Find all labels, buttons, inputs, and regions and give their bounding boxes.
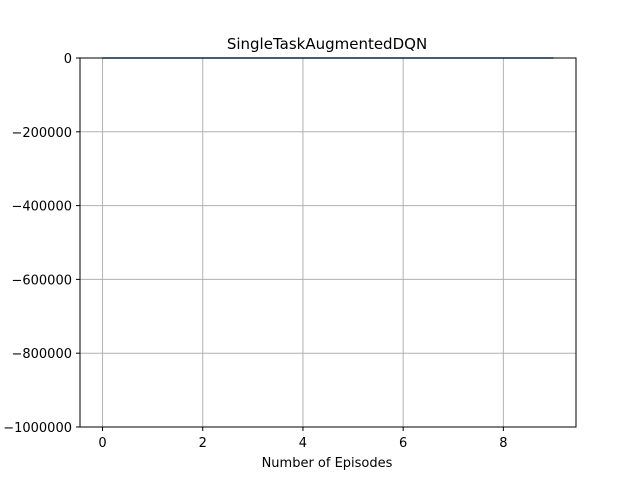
y-tick-label: −200000: [11, 126, 72, 141]
y-tick-label: −600000: [11, 273, 72, 288]
y-tick-label: −800000: [11, 347, 72, 362]
x-tick-label: 8: [499, 436, 507, 451]
chart-title: SingleTaskAugmentedDQN: [227, 35, 427, 53]
x-tick-label: 0: [98, 436, 106, 451]
axis-ticks: 0 2 4 6 8 0 −200000 −400000 −600000 −800000 −10000…: [3, 52, 507, 451]
y-tick-label: −400000: [11, 200, 72, 215]
x-tick-label: 6: [399, 436, 407, 451]
x-axis-label: Number of Episodes: [262, 456, 393, 471]
axes-frame: [79, 57, 577, 428]
axes-background: [80, 58, 576, 427]
y-tick-label: 0: [64, 52, 72, 67]
x-tick-label: 4: [299, 436, 307, 451]
x-tick-label: 2: [199, 436, 207, 451]
y-tick-label: −1000000: [3, 421, 72, 436]
